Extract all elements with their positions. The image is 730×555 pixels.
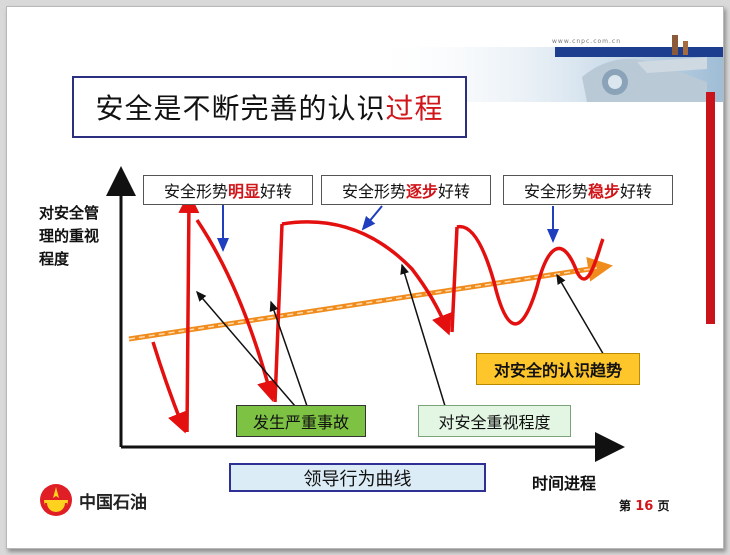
- callout-1-highlight: 明显: [227, 182, 260, 201]
- label-safety-importance: 对安全重视程度: [418, 405, 571, 437]
- slide: www.cnpc.com.cn 安全是不断完善的认识 过程: [6, 6, 724, 549]
- page-number-value: 16: [635, 499, 654, 514]
- callout-3-highlight: 稳步: [587, 182, 620, 201]
- label-serious-accident: 发生严重事故: [236, 405, 366, 437]
- callout-3-suffix: 好转: [620, 182, 653, 201]
- callout-situation-gradually-better: 安全形势 逐步 好转: [321, 175, 491, 205]
- curve-oscillation: [456, 224, 605, 326]
- callout-3-prefix: 安全形势: [523, 182, 588, 201]
- callout-1-prefix: 安全形势: [163, 182, 228, 201]
- trend-line: [128, 256, 613, 342]
- company-logo-text: 中国石油: [79, 492, 147, 513]
- callout-situation-steadily-better: 安全形势 稳步 好转: [503, 175, 673, 205]
- callout-1-suffix: 好转: [260, 182, 293, 201]
- leadership-curve-diagram: [106, 166, 625, 462]
- accident-pointer-2: [269, 300, 308, 407]
- x-axis-label: 时间进程: [532, 474, 597, 493]
- company-logo: 中国石油: [39, 482, 147, 518]
- side-red-bar: [706, 92, 715, 324]
- callout-situation-clearly-better: 安全形势 明显 好转: [143, 175, 313, 205]
- curve-rise-1: [178, 192, 200, 433]
- slide-title: 安全是不断完善的认识 过程: [72, 76, 467, 138]
- page-number: 第 16 页: [619, 497, 670, 514]
- accident-pointer-1: [196, 290, 296, 407]
- callout-arrow-2: [361, 205, 383, 231]
- petrochina-logo-icon: [40, 484, 72, 516]
- header-url-text: www.cnpc.com.cn: [552, 38, 622, 45]
- trend-line-dash: [128, 267, 598, 340]
- curve-rise-3: [450, 226, 459, 333]
- label-safety-awareness-trend: 对安全的认识趋势: [476, 353, 640, 385]
- curve-drop-2: [195, 219, 278, 402]
- y-axis-label: 对安全管理的重视程度: [39, 204, 100, 268]
- curve-drop-1: [151, 341, 188, 434]
- page-suffix: 页: [657, 499, 670, 513]
- importance-pointer: [400, 263, 446, 407]
- title-main-text: 安全是不断完善的认识: [95, 92, 386, 125]
- leadership-curve: [151, 192, 605, 434]
- page-prefix: 第: [619, 499, 632, 513]
- callout-2-highlight: 逐步: [405, 182, 438, 201]
- trend-pointer: [556, 273, 606, 358]
- callout-2-prefix: 安全形势: [341, 182, 406, 201]
- curve-rise-2: [273, 223, 284, 403]
- curve-drop-3: [281, 220, 452, 336]
- callout-2-suffix: 好转: [438, 182, 471, 201]
- title-accent-text: 过程: [385, 92, 444, 125]
- label-leadership-curve: 领导行为曲线: [229, 463, 486, 492]
